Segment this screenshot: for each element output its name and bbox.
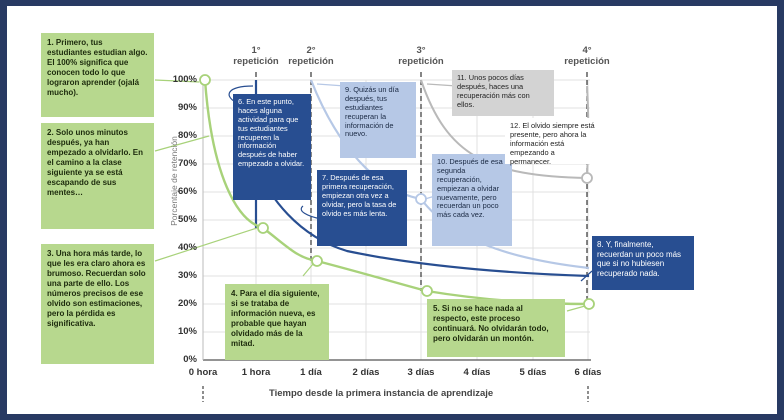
x-tick-1-hora: 1 hora (241, 367, 271, 378)
arrow-note-1 (154, 79, 200, 83)
arrow-note-4 (302, 263, 314, 277)
curve-markers (199, 74, 595, 310)
note-5: 5. Si no se hace nada al respecto, este … (427, 299, 565, 357)
green-marker-end (583, 298, 595, 310)
y-tick-90: 90% (177, 102, 197, 113)
y-tick-50: 50% (177, 214, 197, 225)
repetition-3-label: 3° repetición (386, 45, 456, 68)
y-tick-20: 20% (177, 298, 197, 309)
note-12: 12. El olvido siempre está presente, per… (505, 118, 601, 165)
x-tick-2-dias: 2 días (352, 367, 380, 378)
y-tick-60: 60% (177, 186, 197, 197)
green-marker-start (199, 74, 211, 86)
arrow-note-2 (154, 135, 210, 152)
note-8: 8. Y, finalmente, recuerdan un poco más … (592, 236, 694, 290)
arrow-note-8 (580, 270, 593, 282)
arrow-note-5 (566, 305, 586, 312)
forgetting-curve-diagram: Porcentaje de retención 100% 90% 80% 70%… (7, 6, 777, 414)
repetition-2-text: repetición (288, 55, 334, 67)
note-11: 11. Unos pocos días después, haces una r… (452, 70, 554, 116)
x-tick-1-dia: 1 día (300, 367, 322, 378)
note-2: 2. Solo unos minutos después, ya han emp… (41, 123, 154, 229)
note-1: 1. Primero, tus estudiantes estudian alg… (41, 33, 154, 117)
green-marker-1hour (257, 222, 269, 234)
x-tick-5-dias: 5 días (519, 367, 547, 378)
lightblue-marker (415, 193, 427, 205)
gray-marker-end (581, 172, 593, 184)
y-tick-40: 40% (177, 242, 197, 253)
green-marker-3days (421, 285, 433, 297)
repetition-2-label: 2° repetición (276, 45, 346, 68)
repetition-3-text: repetición (398, 55, 444, 67)
x-tick-4-dias: 4 días (463, 367, 491, 378)
repetition-4-label: 4° repetición (552, 45, 622, 68)
y-tick-70: 70% (177, 158, 197, 169)
repetition-3-num: 3° (416, 45, 426, 56)
x-axis-title: Tiempo desde la primera instancia de apr… (269, 388, 494, 399)
repetition-1-text: repetición (233, 55, 279, 67)
note-7: 7. Después de esa primera recuperación, … (317, 170, 407, 246)
y-tick-100: 100% (172, 74, 197, 85)
repetition-1-num: 1° (251, 45, 261, 56)
note-4: 4. Para el día siguiente, si se trataba … (225, 284, 329, 360)
x-tick-3-dias: 3 días (407, 367, 435, 378)
note-6: 6. En este punto, haces alguna actividad… (233, 94, 311, 200)
repetition-2-num: 2° (306, 45, 316, 56)
repetition-1-label: 1° repetición (221, 45, 291, 68)
note-9: 9. Quizás un día después, tus estudiante… (340, 82, 416, 158)
y-tick-30: 30% (177, 270, 197, 281)
note-3: 3. Una hora más tarde, lo que les era cl… (41, 244, 154, 364)
note-10: 10. Después de esa segunda recuperación,… (432, 154, 512, 246)
repetition-4-text: repetición (564, 55, 610, 67)
y-tick-80: 80% (177, 130, 197, 141)
y-tick-10: 10% (177, 326, 197, 337)
x-tick-6-dias: 6 días (574, 367, 602, 378)
blue-curve-2 (254, 165, 590, 278)
x-tick-0-hora: 0 hora (188, 367, 218, 378)
arrow-note-3 (154, 227, 258, 262)
repetition-4-num: 4° (582, 45, 592, 56)
y-tick-0: 0% (183, 354, 197, 365)
green-marker-1day (311, 255, 323, 267)
